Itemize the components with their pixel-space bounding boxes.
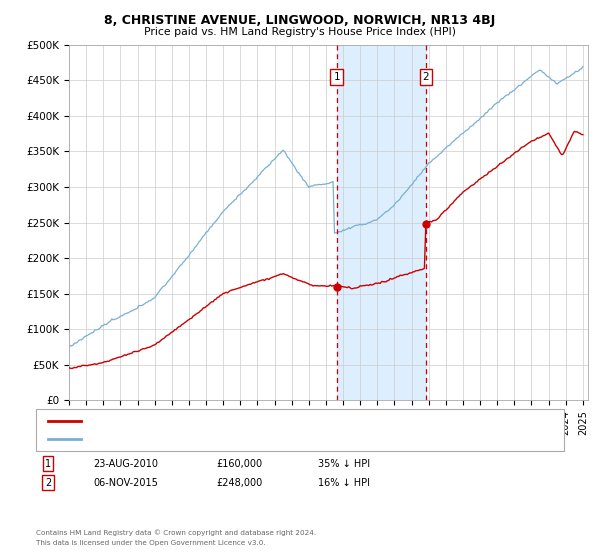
Text: 35% ↓ HPI: 35% ↓ HPI [318,459,370,469]
Text: 23-AUG-2010: 23-AUG-2010 [93,459,158,469]
Text: 2: 2 [45,478,51,488]
Text: 1: 1 [334,72,340,82]
Text: HPI: Average price, detached house, Broadland: HPI: Average price, detached house, Broa… [87,435,293,444]
Text: 06-NOV-2015: 06-NOV-2015 [93,478,158,488]
Text: Price paid vs. HM Land Registry's House Price Index (HPI): Price paid vs. HM Land Registry's House … [144,27,456,37]
Text: 8, CHRISTINE AVENUE, LINGWOOD, NORWICH, NR13 4BJ (detached house): 8, CHRISTINE AVENUE, LINGWOOD, NORWICH, … [87,416,412,425]
Text: Contains HM Land Registry data © Crown copyright and database right 2024.: Contains HM Land Registry data © Crown c… [36,530,316,536]
Text: 2: 2 [422,72,429,82]
Text: 1: 1 [45,459,51,469]
Text: 16% ↓ HPI: 16% ↓ HPI [318,478,370,488]
Text: This data is licensed under the Open Government Licence v3.0.: This data is licensed under the Open Gov… [36,540,266,546]
Text: £248,000: £248,000 [216,478,262,488]
Text: £160,000: £160,000 [216,459,262,469]
Bar [337,45,426,400]
Text: 8, CHRISTINE AVENUE, LINGWOOD, NORWICH, NR13 4BJ: 8, CHRISTINE AVENUE, LINGWOOD, NORWICH, … [104,14,496,27]
